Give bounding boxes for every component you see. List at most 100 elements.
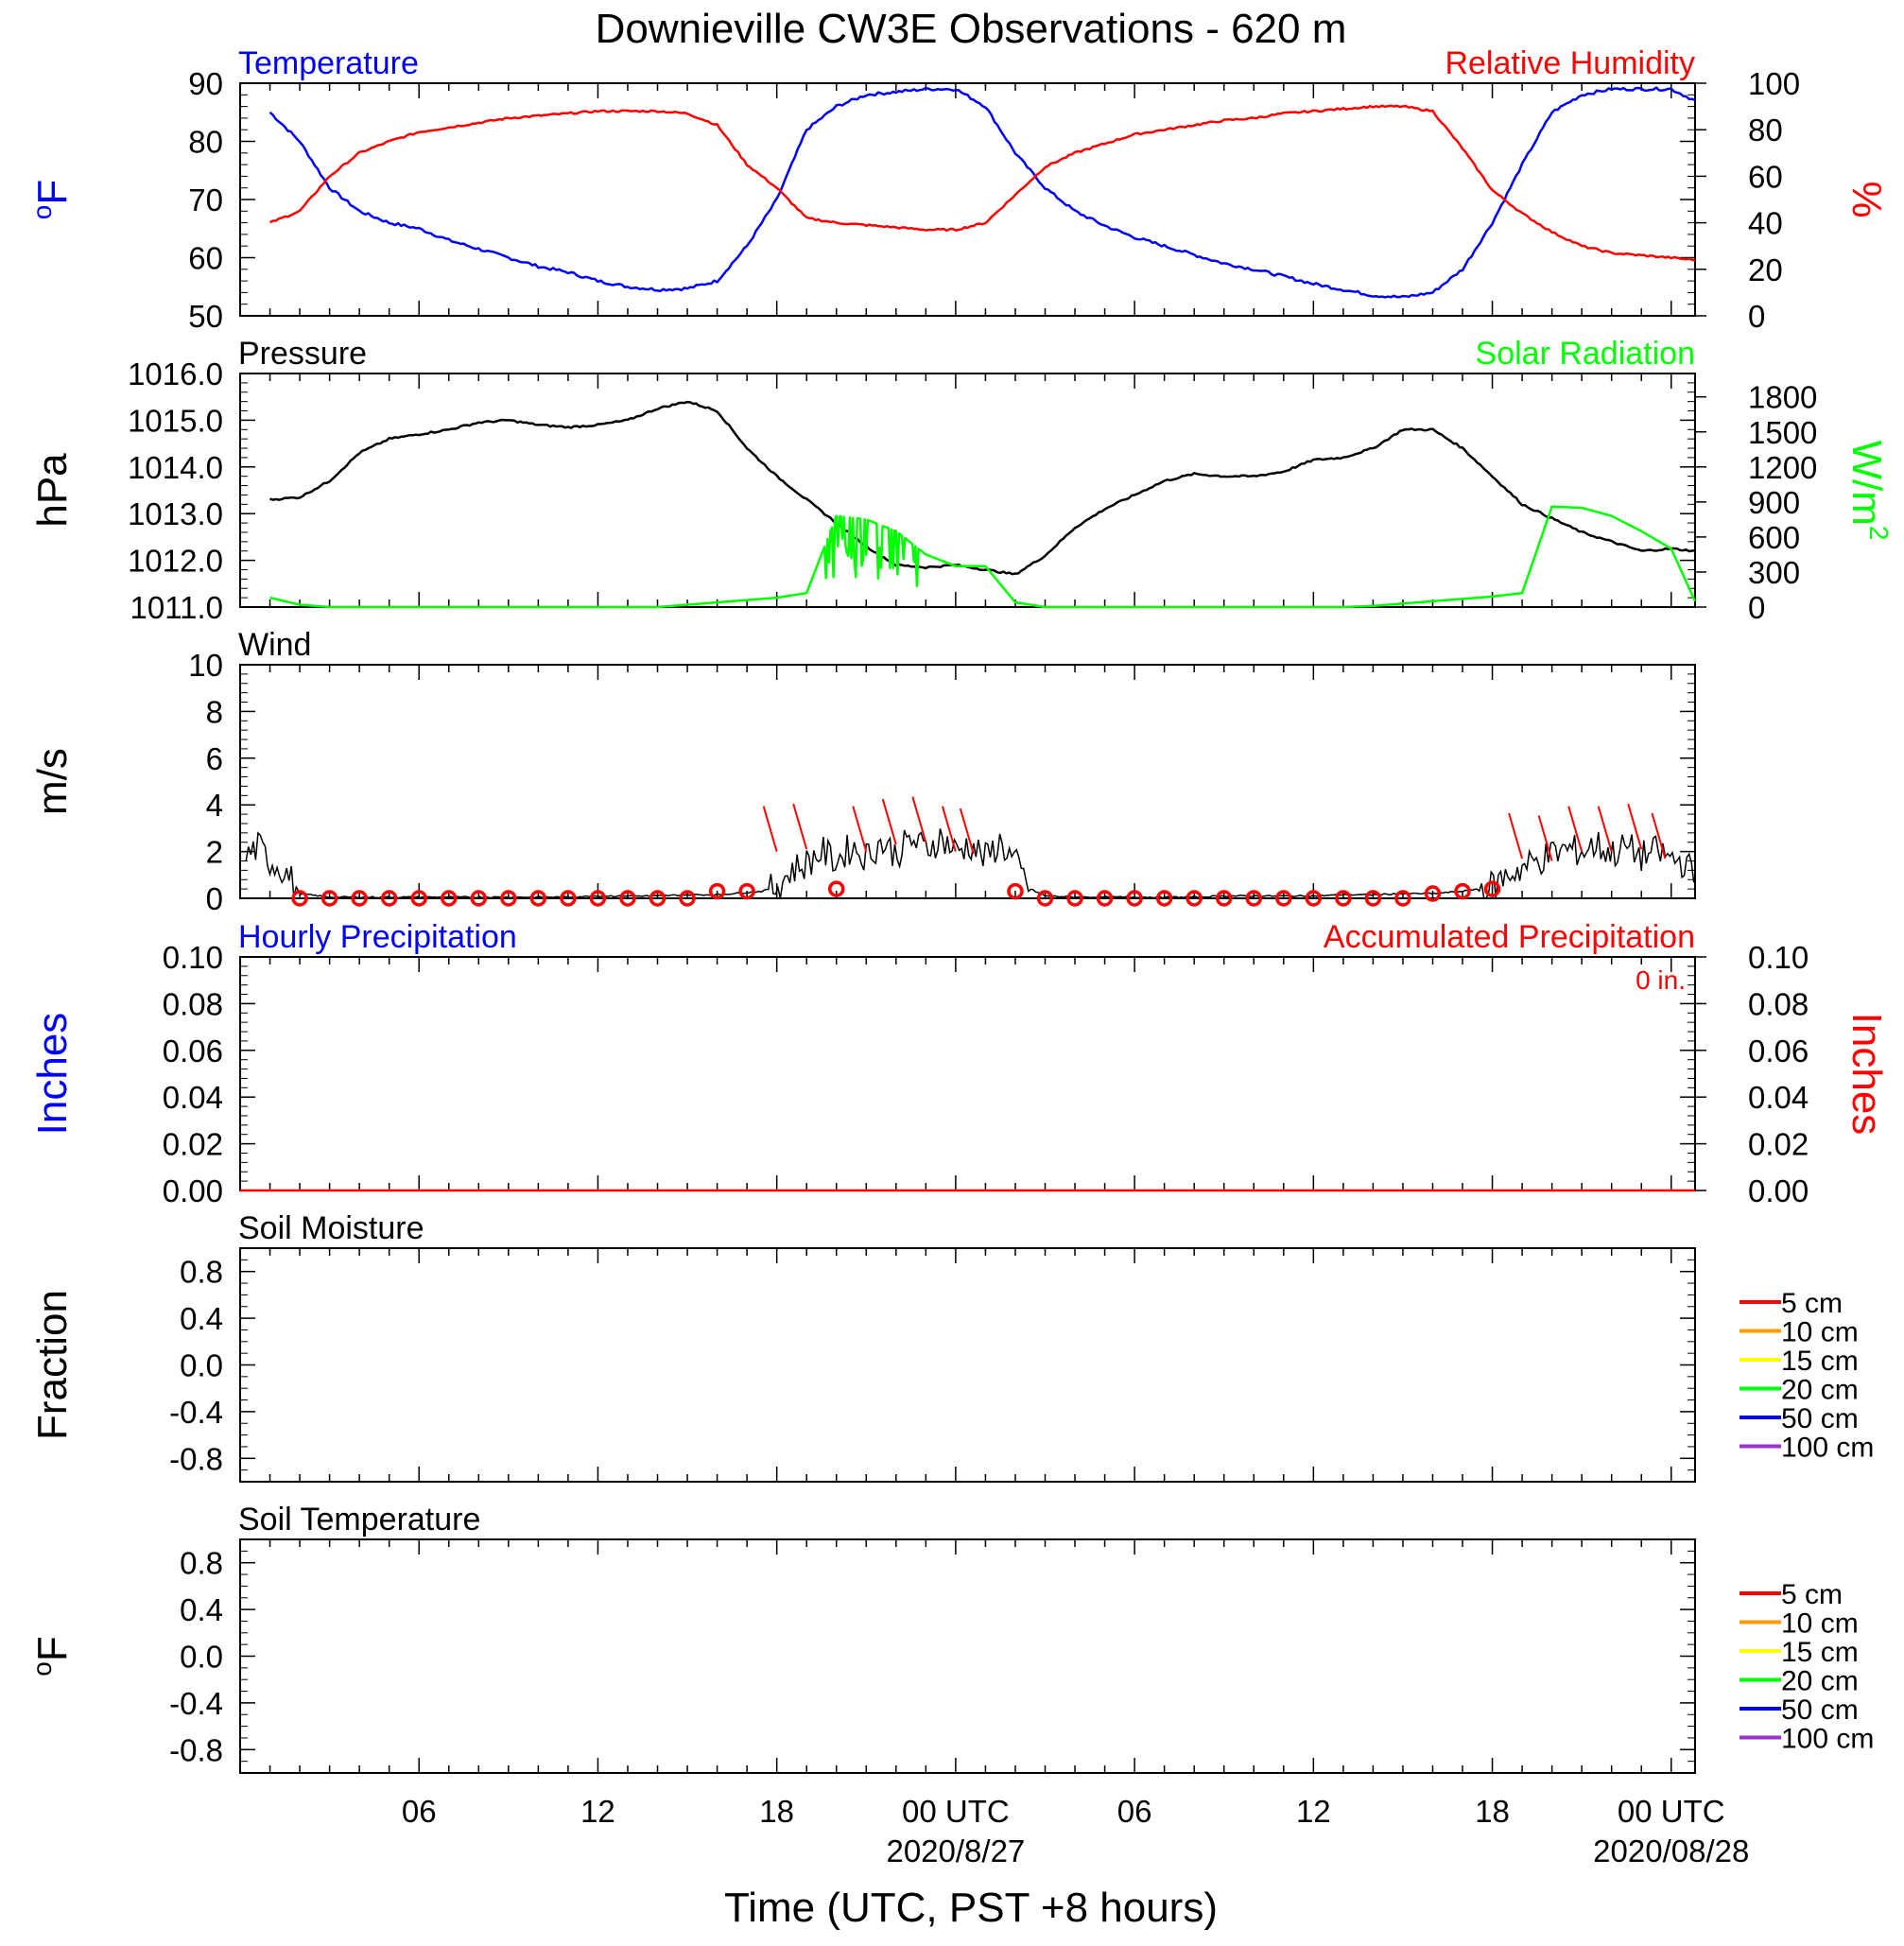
y-right-tick-label: 40 [1748, 206, 1783, 241]
calm-wind-marker [589, 890, 607, 907]
y-tick-label: 1016.0 [128, 356, 223, 391]
y-right-tick-label: 0 [1748, 299, 1765, 334]
wind-line [245, 828, 1695, 899]
y-tick-label: 1011.0 [130, 590, 223, 625]
y-axis-label-right: % [1843, 181, 1890, 217]
calm-wind-marker [560, 890, 577, 907]
x-tick-label: 00 UTC [1618, 1794, 1725, 1829]
panel-title-left: Temperature [238, 45, 419, 81]
degree-symbol: o [27, 1661, 57, 1677]
wind-barb [881, 798, 897, 845]
x-axis-label: Time (UTC, PST +8 hours) [724, 1885, 1218, 1931]
y-tick-label: 0.04 [163, 1080, 223, 1115]
y-tick-label: 60 [188, 241, 223, 276]
calm-wind-marker [649, 890, 666, 907]
y-tick-label: 2 [206, 835, 223, 870]
calm-wind-marker [1126, 890, 1143, 907]
calm-wind-marker [291, 890, 308, 907]
calm-wind-marker [1394, 890, 1411, 907]
calm-wind-marker [1364, 890, 1382, 907]
superscript: 2 [1864, 526, 1894, 541]
panel-temp-rh: 90 80 70 60 50 100 80 60 40 20 0 Temperature Relativ… [27, 45, 1890, 334]
y-right-tick-label: 0.06 [1748, 1034, 1809, 1069]
y-tick-label: 0.10 [163, 940, 223, 975]
calm-wind-marker [1096, 890, 1114, 907]
y-axis-label-right: W/m2 [1843, 441, 1894, 541]
y-tick-label: 1013.0 [128, 496, 223, 531]
y-right-tick-label: 600 [1748, 520, 1800, 555]
accumulated-total-label: 0 in. [1636, 965, 1686, 995]
legend-label: 10 cm [1781, 1608, 1859, 1640]
y-right-tick-label: 0.00 [1748, 1173, 1809, 1208]
calm-wind-marker [1036, 890, 1054, 907]
panel-title-left: Wind [238, 627, 311, 663]
y-tick-label: -0.4 [169, 1686, 223, 1721]
calm-wind-marker [1335, 890, 1352, 907]
y-tick-label: 0.8 [180, 1255, 223, 1290]
y-tick-label: -0.8 [169, 1732, 223, 1767]
calm-wind-marker [380, 890, 398, 907]
y-tick-label: 0.08 [163, 986, 223, 1021]
legend-label: 20 cm [1781, 1666, 1859, 1697]
y-right-tick-label: 80 [1748, 113, 1783, 148]
y-tick-label: 90 [188, 66, 223, 101]
calm-wind-marker [351, 890, 368, 907]
solar-radiation-line [269, 505, 1697, 609]
x-tick-label: 06 [402, 1794, 437, 1829]
legend-label: 5 cm [1781, 1288, 1843, 1319]
panel-precip: 0.10 0.08 0.06 0.04 0.02 0.00 0.10 0.08 0.06 0.04… [29, 919, 1890, 1208]
calm-wind-marker [1155, 890, 1173, 907]
calm-wind-marker [441, 890, 458, 907]
legend-label: 5 cm [1781, 1579, 1843, 1610]
x-tick-label: 18 [759, 1794, 794, 1829]
wind-barb [941, 806, 957, 852]
legend-label: 10 cm [1781, 1317, 1859, 1348]
y-right-tick-label: 300 [1748, 555, 1800, 590]
wind-barb [911, 796, 927, 843]
y-tick-label: 0.06 [163, 1034, 223, 1069]
unit-letter: F [29, 180, 76, 205]
legend-label: 50 cm [1781, 1403, 1859, 1434]
y-right-tick-label: 100 [1748, 66, 1800, 101]
calm-wind-marker [1245, 890, 1263, 907]
calm-wind-marker [1007, 882, 1024, 900]
x-tick-label: 00 UTC [902, 1794, 1010, 1829]
y-tick-label: 0.02 [163, 1127, 223, 1162]
y-tick-label: 1014.0 [128, 450, 223, 485]
y-right-tick-label: 900 [1748, 485, 1800, 520]
wind-barb [959, 808, 975, 855]
legend-label: 15 cm [1781, 1637, 1859, 1668]
calm-wind-marker [410, 890, 427, 907]
calm-wind-marker [619, 890, 636, 907]
y-tick-label: 8 [206, 694, 223, 729]
calm-wind-marker [1215, 890, 1233, 907]
y-tick-label: 0.0 [180, 1640, 223, 1675]
wind-barb [1651, 812, 1667, 860]
unit-letter: F [29, 1636, 76, 1661]
y-right-tick-label: 60 [1748, 159, 1783, 194]
x-date-label: 2020/8/27 [886, 1833, 1025, 1868]
legend-label: 15 cm [1781, 1346, 1859, 1377]
calm-wind-marker [500, 890, 517, 907]
calm-wind-marker [827, 880, 845, 897]
wind-barb [852, 806, 868, 852]
y-right-tick-label: 0.02 [1748, 1127, 1809, 1162]
temperature-line [268, 86, 1696, 299]
y-right-tick-label: 0.04 [1748, 1080, 1809, 1115]
y-right-tick-label: 0.10 [1748, 940, 1809, 975]
calm-wind-marker [1424, 885, 1442, 902]
panel-wind: 10 8 6 4 2 0 Wind m/s [29, 627, 1696, 916]
x-tick-label: 06 [1117, 1794, 1152, 1829]
calm-wind-marker [1275, 890, 1292, 907]
calm-wind-marker [470, 890, 488, 907]
y-right-tick-label: 1200 [1748, 450, 1817, 485]
plot-frame [239, 373, 1696, 608]
legend-label: 100 cm [1781, 1724, 1874, 1755]
y-right-tick-label: 1800 [1748, 380, 1817, 415]
y-axis-label-left: Inches [29, 1013, 76, 1136]
calm-wind-marker [1066, 890, 1083, 907]
y-tick-label: 0.4 [180, 1301, 223, 1336]
